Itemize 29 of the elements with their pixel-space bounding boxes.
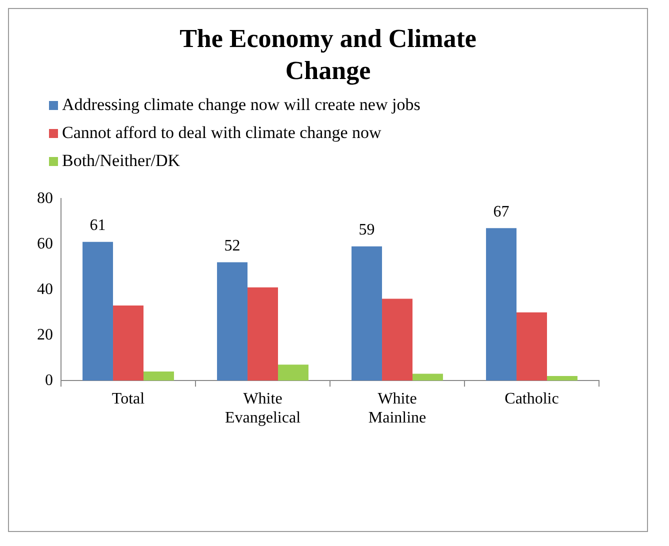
- x-tick-label: White Mainline: [368, 390, 426, 427]
- y-tick-label: 80: [37, 190, 53, 207]
- bar: [546, 376, 578, 381]
- bar: [412, 374, 443, 381]
- bar: [278, 364, 308, 381]
- y-tick-label: 60: [37, 235, 53, 252]
- x-tick-label: Total: [112, 390, 146, 408]
- bar: [143, 372, 174, 381]
- bar: [82, 242, 114, 381]
- data-label: 52: [224, 238, 240, 255]
- bar: [113, 306, 144, 381]
- bar: [352, 246, 382, 381]
- y-tick-label: 20: [37, 326, 53, 344]
- chart-title: The Economy and Climate Change: [178, 23, 478, 87]
- data-label: 67: [493, 203, 510, 220]
- y-tick-label: 40: [37, 280, 53, 298]
- data-label: 59: [358, 222, 375, 239]
- data-label: 61: [90, 217, 106, 234]
- x-tick-label: White Evangelical: [224, 390, 302, 427]
- bar: [382, 298, 412, 381]
- bar: [217, 262, 248, 381]
- bar: [248, 287, 278, 381]
- y-tick-label: 0: [45, 372, 53, 389]
- bar: [486, 228, 517, 381]
- legend-label: Cannot afford to deal with climate change now: [62, 122, 382, 144]
- bar: [516, 312, 547, 381]
- x-tick-label: Catholic: [504, 390, 559, 408]
- legend-label: Both/Neither/DK: [62, 150, 180, 172]
- legend-label: Addressing climate change now will create new jobs: [62, 94, 420, 116]
